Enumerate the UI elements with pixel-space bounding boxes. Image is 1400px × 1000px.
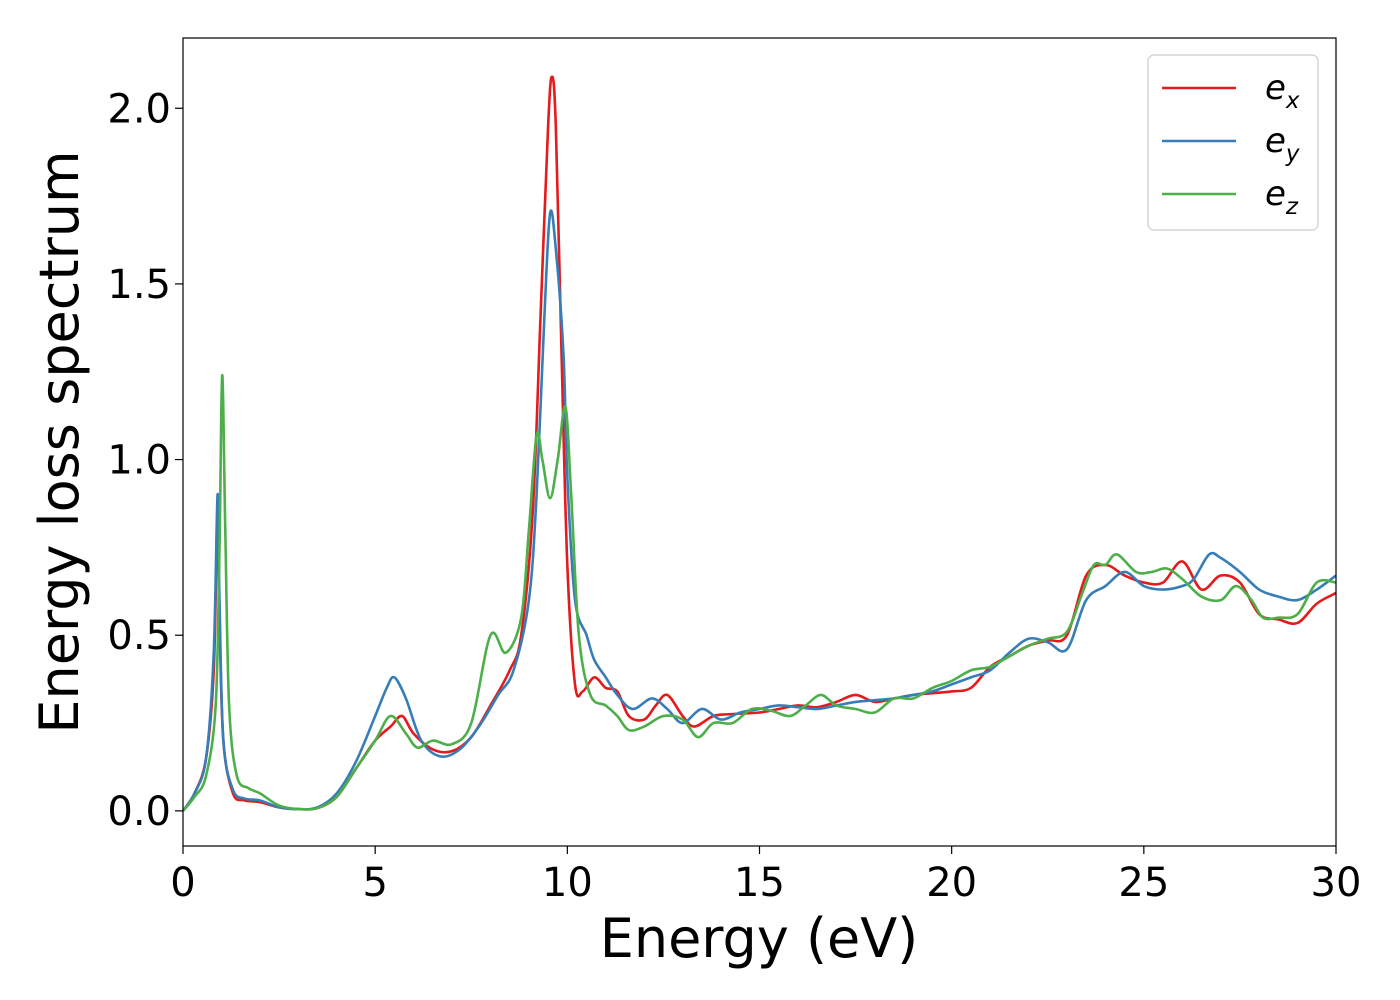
series-layer — [183, 75, 1336, 812]
y-tick-label: 2.0 — [107, 86, 171, 132]
legend-entry: ey — [1162, 121, 1300, 167]
series-line-e-z — [183, 373, 1336, 812]
y-axis-title: Energy loss spectrum — [28, 150, 91, 733]
legend-label: ex — [1265, 68, 1300, 114]
x-tick-label: 5 — [362, 860, 387, 906]
x-tick-label: 10 — [542, 860, 593, 906]
x-axis: 0 5 10 15 20 25 30 — [170, 846, 1361, 906]
x-tick-label: 25 — [1118, 860, 1169, 906]
x-tick-label: 20 — [926, 860, 977, 906]
y-tick-label: 0.0 — [107, 789, 171, 835]
y-axis: 0.0 0.5 1.0 1.5 2.0 — [107, 86, 183, 835]
x-tick-label: 0 — [170, 860, 195, 906]
legend-box — [1147, 54, 1319, 231]
x-axis-title: Energy (eV) — [600, 907, 919, 970]
x-tick-label: 30 — [1311, 860, 1362, 906]
y-tick-label: 0.5 — [107, 613, 171, 659]
y-tick-label: 1.5 — [107, 262, 171, 308]
y-tick-label: 1.0 — [107, 438, 171, 484]
series-line-e-y — [183, 209, 1336, 812]
legend-label: ey — [1265, 121, 1300, 167]
legend-entry: ex — [1162, 68, 1300, 114]
x-tick-label: 15 — [734, 860, 785, 906]
